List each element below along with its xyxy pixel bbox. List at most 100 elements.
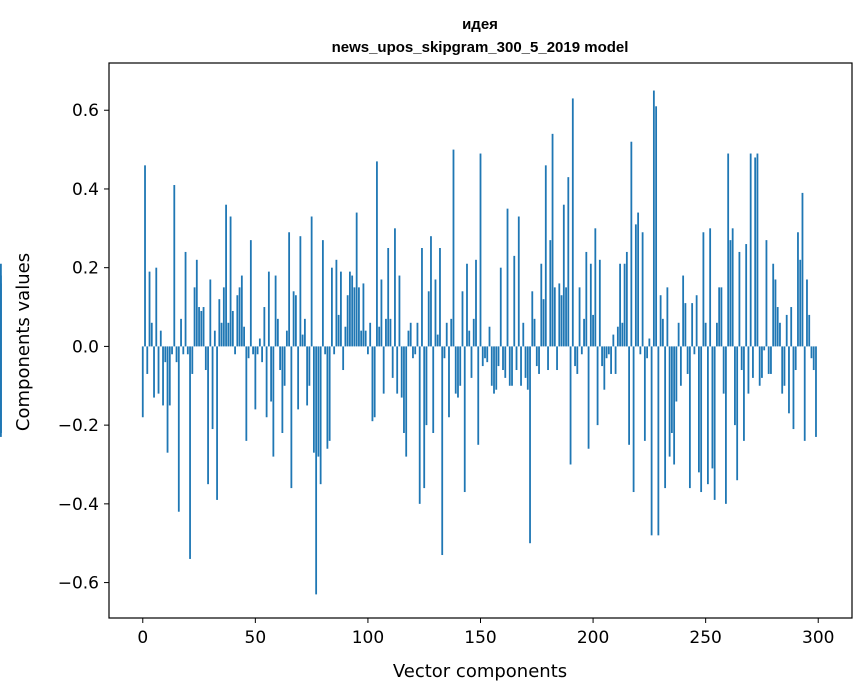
- bar: [153, 346, 155, 398]
- bar: [522, 322, 525, 347]
- bar: [738, 251, 741, 347]
- bar: [382, 346, 385, 394]
- bar: [216, 346, 218, 500]
- bar: [504, 346, 507, 378]
- bar: [155, 267, 158, 347]
- bar: [418, 346, 421, 504]
- bar: [398, 275, 401, 347]
- bar: [562, 204, 565, 347]
- bar: [736, 346, 739, 481]
- bar: [664, 346, 667, 489]
- bar: [141, 346, 144, 418]
- bar: [355, 212, 358, 347]
- bar: [409, 322, 412, 347]
- bar: [297, 346, 300, 410]
- bar: [517, 216, 520, 347]
- bar: [538, 346, 540, 374]
- bar: [770, 346, 772, 374]
- bar: [294, 295, 297, 347]
- bar: [427, 291, 430, 347]
- bar: [189, 346, 191, 559]
- bar: [553, 287, 556, 347]
- bar: [693, 346, 696, 355]
- bar: [306, 346, 309, 406]
- bar: [623, 263, 626, 347]
- bar: [587, 346, 590, 449]
- bar: [499, 267, 502, 347]
- bar: [722, 346, 725, 394]
- bar: [542, 299, 545, 347]
- bar: [236, 295, 239, 347]
- bar: [337, 314, 340, 347]
- bar: [707, 346, 709, 485]
- bar: [168, 346, 171, 406]
- bar: [747, 346, 750, 394]
- bar: [407, 330, 410, 347]
- bar: [279, 346, 282, 371]
- bar: [515, 346, 518, 371]
- bar: [164, 346, 167, 363]
- bar: [497, 346, 500, 367]
- bar: [263, 307, 266, 347]
- bar: [445, 322, 448, 347]
- bar: [488, 326, 491, 347]
- bar: [166, 346, 169, 453]
- bar: [454, 346, 457, 394]
- bar: [367, 346, 369, 355]
- bar: [544, 165, 547, 347]
- bar: [772, 263, 775, 347]
- bar: [254, 346, 257, 410]
- bar: [198, 307, 200, 347]
- bar: [533, 318, 536, 347]
- bar: [763, 346, 766, 351]
- bar: [403, 346, 405, 433]
- bar: [670, 346, 673, 433]
- bar: [788, 346, 790, 414]
- bar: [785, 314, 788, 347]
- x-tick-label: 0: [137, 628, 148, 648]
- bar: [603, 346, 606, 390]
- bar: [659, 295, 662, 347]
- bar: [439, 248, 441, 347]
- bar: [175, 346, 178, 363]
- bar: [376, 161, 378, 347]
- bar: [405, 346, 408, 457]
- bar: [526, 346, 529, 390]
- bar: [265, 346, 268, 418]
- bar: [416, 322, 419, 347]
- bar: [292, 291, 295, 347]
- bar: [666, 287, 669, 347]
- bar: [227, 322, 230, 347]
- bar: [797, 232, 799, 347]
- x-tick-label: 100: [352, 628, 384, 648]
- bar: [421, 248, 423, 347]
- bar: [495, 346, 498, 390]
- bar: [725, 346, 727, 504]
- bar: [319, 346, 322, 485]
- bar: [207, 346, 209, 485]
- chart-title: идея: [462, 16, 498, 33]
- bar: [342, 346, 345, 371]
- bar: [459, 346, 462, 386]
- bar: [511, 346, 513, 386]
- bar: [148, 271, 151, 347]
- bar: [173, 185, 176, 347]
- bar: [774, 279, 777, 347]
- bar: [252, 346, 254, 355]
- bar: [612, 334, 615, 347]
- bar: [468, 330, 471, 347]
- bar: [317, 346, 320, 457]
- bar: [765, 240, 768, 347]
- bar: [702, 232, 705, 347]
- bar: [673, 346, 676, 465]
- bar: [285, 330, 288, 347]
- bar: [614, 346, 617, 374]
- bar: [412, 346, 414, 359]
- bar: [457, 346, 459, 398]
- bar: [213, 330, 216, 347]
- x-tick-label: 50: [245, 628, 267, 648]
- bar: [472, 318, 475, 347]
- bar: [349, 271, 351, 347]
- bar: [592, 314, 594, 347]
